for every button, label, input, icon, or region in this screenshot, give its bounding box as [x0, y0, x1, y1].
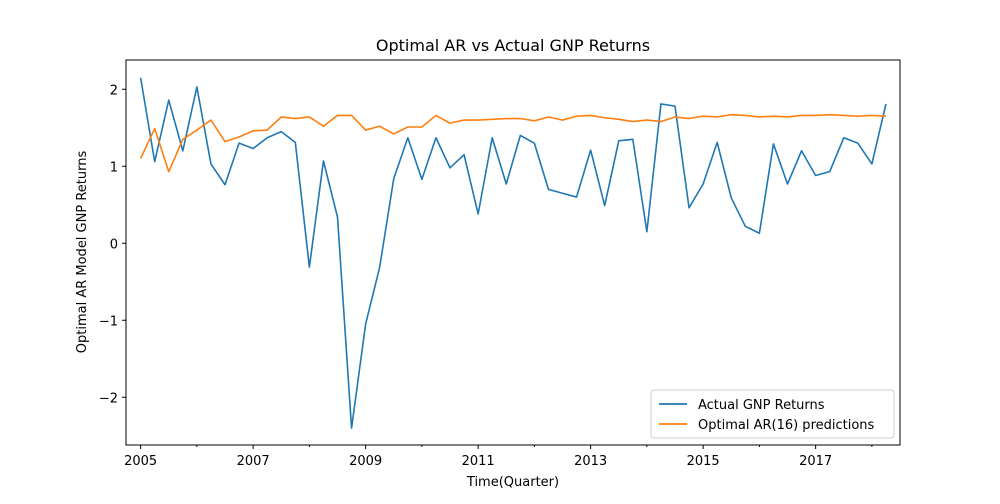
series-line-1	[139, 77, 887, 429]
x-tick-label: 2013	[574, 454, 607, 469]
y-axis: −2 −1 0 1 2	[99, 83, 126, 406]
plot-area	[139, 77, 887, 429]
chart-title: Optimal AR vs Actual GNP Returns	[376, 36, 650, 55]
legend-label-1: Actual GNP Returns	[698, 398, 825, 413]
plot-frame	[125, 59, 901, 446]
y-tick-label: −1	[99, 314, 118, 329]
y-tick-label: −2	[99, 391, 118, 406]
x-tick-label: 2009	[349, 454, 382, 469]
x-tick-label: 2017	[799, 454, 832, 469]
legend-box	[650, 389, 895, 439]
x-tick-label: 2011	[462, 454, 495, 469]
y-tick-label: 2	[110, 83, 118, 98]
x-tick-label: 2005	[124, 454, 157, 469]
y-tick-label: 1	[110, 160, 118, 175]
legend: Actual GNP Returns Optimal AR(16) predict…	[650, 389, 895, 439]
y-axis-label: Optimal AR Model GNP Returns	[75, 151, 90, 354]
x-axis-label: Time(Quarter)	[466, 475, 559, 490]
series-line-2	[139, 113, 886, 173]
x-axis: 2005 2007 2009 2011 2013 2015 2017	[124, 445, 873, 469]
x-tick-label: 2007	[237, 454, 270, 469]
y-tick-label: 0	[110, 237, 118, 252]
x-tick-label: 2015	[687, 454, 720, 469]
legend-label-2: Optimal AR(16) predictions	[698, 418, 875, 433]
